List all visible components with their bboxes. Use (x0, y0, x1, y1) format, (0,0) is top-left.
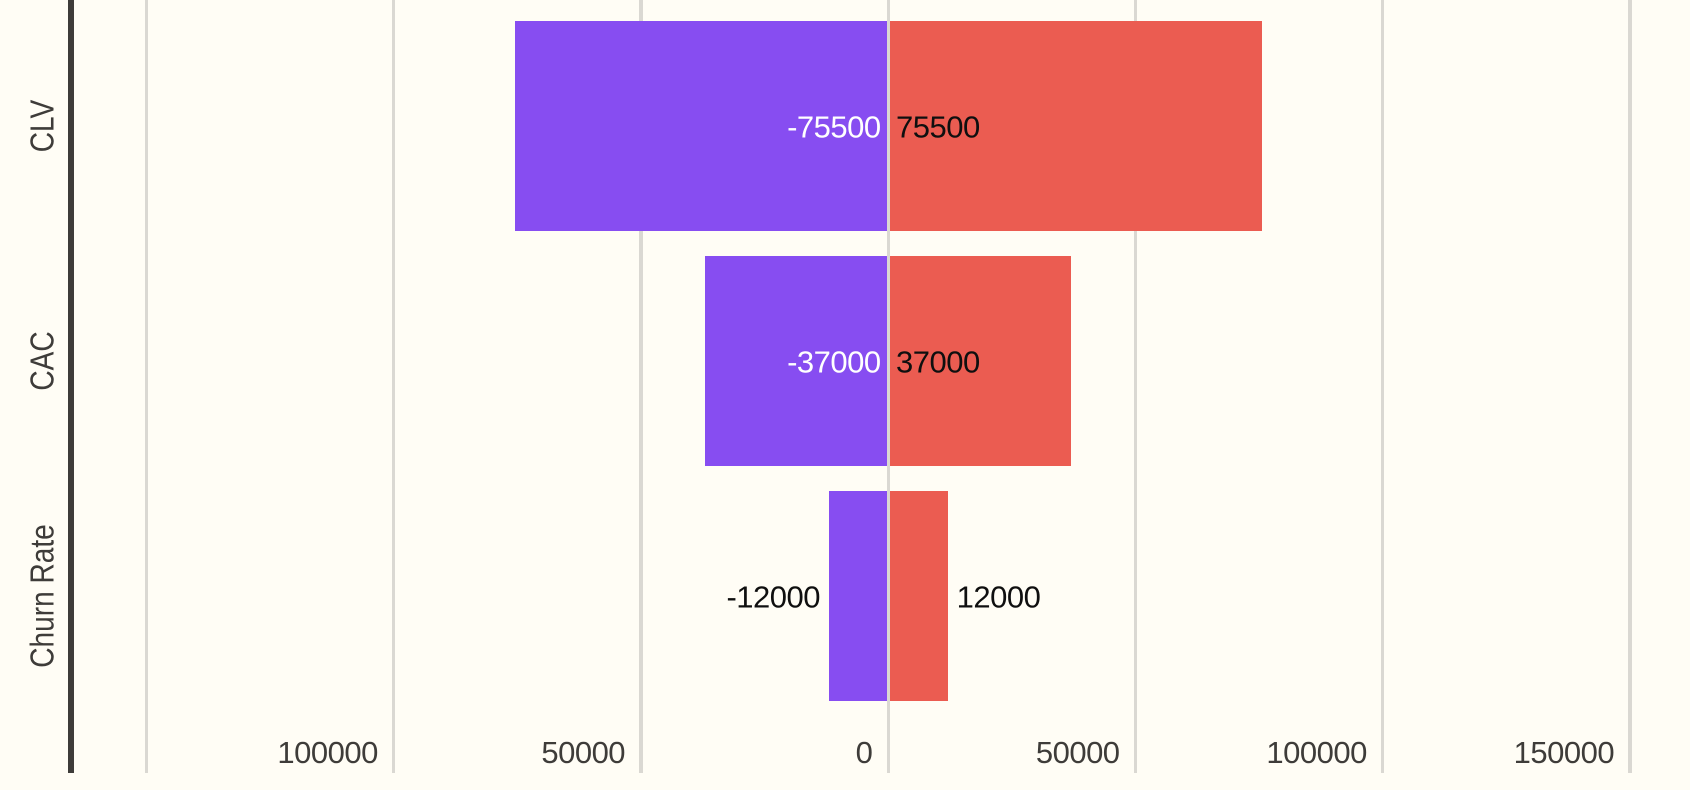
gridline (144, 0, 149, 773)
gridline (639, 0, 643, 773)
bar-right (890, 256, 1072, 467)
bar-right (890, 21, 1262, 231)
x-tick-label: 50000 (1035, 735, 1120, 770)
bar-right (890, 490, 948, 701)
bar-left (514, 21, 887, 231)
x-tick-label: 100000 (277, 735, 378, 770)
gridline (1133, 0, 1138, 773)
zero-gridline (886, 0, 890, 773)
bar-value-label: -37000 (787, 344, 881, 380)
y-axis-label: Churn Rate (23, 524, 60, 668)
y-axis-line (68, 0, 74, 773)
bar-value-label: 75500 (896, 109, 980, 145)
y-axis-label: CAC (23, 331, 60, 391)
bar-value-label: -75500 (787, 109, 881, 145)
x-tick-label: 50000 (541, 735, 626, 770)
gridline (1628, 0, 1632, 773)
x-tick-label: 0 (855, 735, 873, 770)
x-tick-label: 100000 (1266, 735, 1367, 770)
x-tick-label: 150000 (1513, 735, 1615, 770)
gridline (392, 0, 396, 773)
bar-left (828, 490, 887, 701)
bar-value-label: -12000 (726, 579, 820, 615)
gridline (1381, 0, 1385, 773)
y-axis-label: CLV (23, 99, 60, 153)
bar-value-label: 12000 (956, 579, 1041, 615)
bar-left (705, 256, 887, 467)
bar-value-label: 37000 (896, 344, 980, 380)
